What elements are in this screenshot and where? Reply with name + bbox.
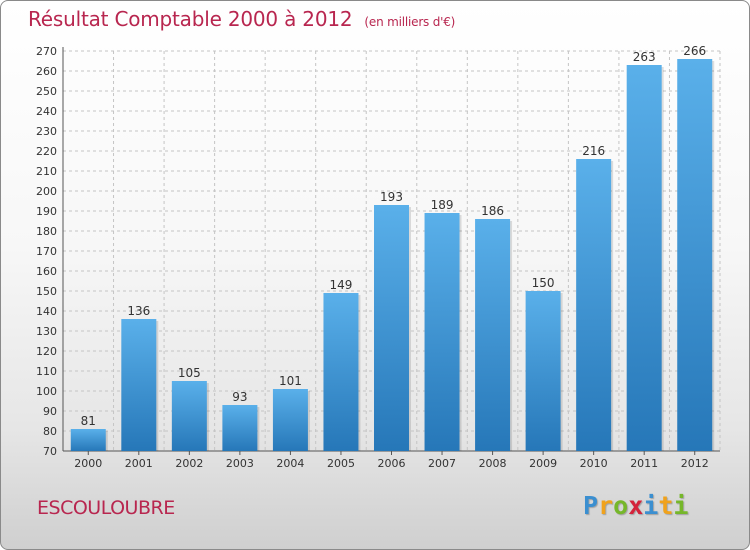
x-tick-label: 2010 (580, 457, 608, 470)
y-tick-label: 170 (36, 245, 57, 258)
y-tick-label: 220 (36, 145, 57, 158)
y-tick-label: 140 (36, 305, 57, 318)
value-label: 266 (683, 44, 706, 58)
x-tick-label: 2004 (276, 457, 304, 470)
y-tick-label: 90 (43, 405, 57, 418)
bars (70, 59, 715, 451)
x-tick-label: 2005 (327, 457, 355, 470)
logo-letter: i (643, 491, 659, 520)
proxiti-logo: Proxiti (583, 491, 688, 520)
y-tick-label: 180 (36, 225, 57, 238)
y-tick-label: 130 (36, 325, 57, 338)
value-label: 81 (81, 414, 96, 428)
bar-2011 (626, 65, 662, 451)
y-tick-label: 70 (43, 445, 57, 458)
y-tick-label: 160 (36, 265, 57, 278)
bar-2004 (272, 389, 308, 451)
x-tick-label: 2007 (428, 457, 456, 470)
x-tick-label: 2001 (125, 457, 153, 470)
value-label: 216 (582, 144, 605, 158)
y-tick-label: 240 (36, 105, 57, 118)
logo-letter: x (628, 491, 644, 520)
bar-2007 (424, 213, 460, 451)
logo-letter: i (673, 491, 689, 520)
chart-title: Résultat Comptable 2000 à 2012 (en millie… (28, 7, 455, 31)
y-tick-label: 150 (36, 285, 57, 298)
bar-2008 (475, 219, 511, 451)
labels: 7080901001101201301401501601701801902002… (36, 44, 709, 470)
y-tick-label: 210 (36, 165, 57, 178)
bar-2012 (677, 59, 713, 451)
y-tick-label: 270 (36, 45, 57, 58)
y-tick-label: 200 (36, 185, 57, 198)
value-label: 93 (232, 390, 247, 404)
title-main: Résultat Comptable 2000 à 2012 (28, 7, 353, 31)
value-label: 105 (178, 366, 201, 380)
x-tick-label: 2000 (74, 457, 102, 470)
value-label: 149 (330, 278, 353, 292)
logo-letter: P (583, 491, 599, 520)
y-tick-label: 100 (36, 385, 57, 398)
bar-2010 (576, 159, 612, 451)
x-tick-label: 2006 (378, 457, 406, 470)
logo-letter: t (658, 491, 674, 520)
value-label: 150 (532, 276, 555, 290)
logo-letter: o (613, 491, 629, 520)
title-subtitle: (en milliers d'€) (364, 15, 456, 29)
bar-2002 (171, 381, 207, 451)
x-tick-label: 2003 (226, 457, 254, 470)
bar-2001 (121, 319, 157, 451)
x-tick-label: 2012 (681, 457, 709, 470)
y-tick-label: 230 (36, 125, 57, 138)
y-tick-label: 80 (43, 425, 57, 438)
bar-2003 (222, 405, 258, 451)
value-label: 186 (481, 204, 504, 218)
value-label: 193 (380, 190, 403, 204)
logo-letter: r (598, 491, 614, 520)
value-label: 263 (633, 50, 656, 64)
value-label: 101 (279, 374, 302, 388)
bar-2006 (374, 205, 409, 451)
y-tick-label: 110 (36, 365, 57, 378)
y-tick-label: 120 (36, 345, 57, 358)
y-tick-label: 250 (36, 85, 57, 98)
value-label: 136 (127, 304, 150, 318)
x-tick-label: 2002 (175, 457, 203, 470)
x-tick-label: 2009 (529, 457, 557, 470)
x-tick-label: 2008 (479, 457, 507, 470)
bar-2000 (70, 429, 106, 451)
value-label: 189 (431, 198, 454, 212)
bar-2005 (323, 293, 359, 451)
y-tick-label: 260 (36, 65, 57, 78)
x-tick-label: 2011 (630, 457, 658, 470)
commune-name: ESCOULOUBRE (37, 497, 175, 519)
bar-2009 (525, 291, 561, 451)
y-tick-label: 190 (36, 205, 57, 218)
